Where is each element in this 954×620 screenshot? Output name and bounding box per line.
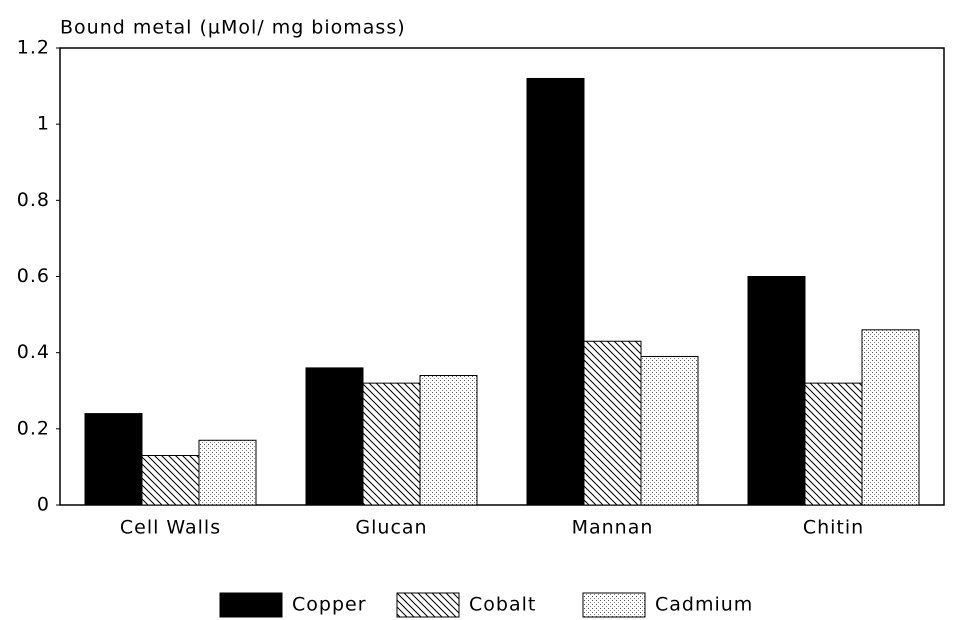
legend-swatch [219, 592, 283, 618]
x-tick-label: Cell Walls [120, 517, 221, 539]
x-tick-label: Mannan [572, 517, 654, 539]
y-tick-label: 0.6 [17, 265, 50, 287]
bar [526, 77, 585, 506]
y-tick-label: 1.2 [17, 37, 50, 59]
legend-label: Cadmium [655, 594, 753, 616]
y-tick-label: 1 [37, 113, 50, 135]
bar [141, 454, 200, 506]
bar [419, 375, 478, 506]
x-tick-label: Chitin [803, 517, 864, 539]
legend-label: Copper [292, 594, 367, 616]
bar [640, 355, 699, 506]
bar [198, 439, 257, 506]
legend-swatch [396, 592, 460, 618]
legend-label: Cobalt [469, 594, 536, 616]
bar [84, 413, 143, 506]
legend-swatch [582, 592, 646, 618]
y-tick-label: 0.8 [17, 189, 50, 211]
bar [305, 367, 364, 506]
y-axis-label: Bound metal (µMol/ mg biomass) [60, 17, 406, 39]
bar [861, 329, 920, 506]
y-tick-label: 0 [37, 494, 50, 516]
bar [804, 382, 863, 506]
bar [583, 340, 642, 506]
x-tick-label: Glucan [355, 517, 427, 539]
bar [362, 382, 421, 506]
y-tick-label: 0.2 [17, 417, 50, 439]
y-tick-label: 0.4 [17, 341, 50, 363]
bar [747, 276, 806, 506]
